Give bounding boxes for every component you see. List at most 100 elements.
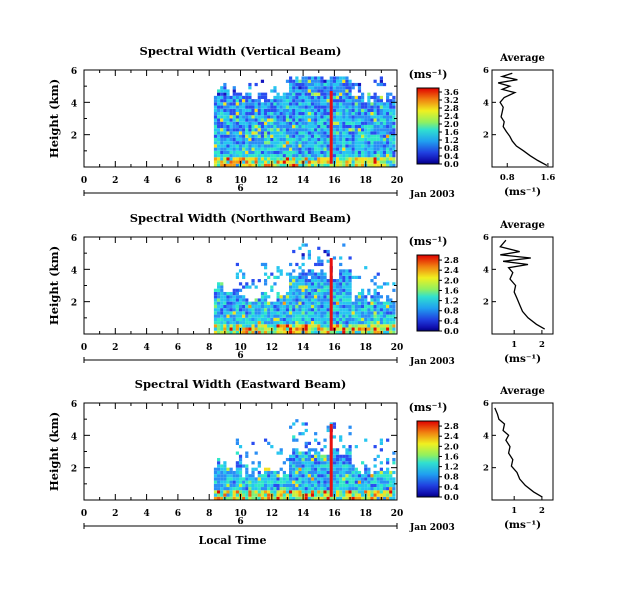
heatmap-cell <box>332 464 337 468</box>
heatmap-cell <box>310 150 315 155</box>
heatmap-cell <box>295 477 299 481</box>
heatmap-cell <box>370 115 374 119</box>
heatmap-cell <box>223 291 227 296</box>
heatmap-cell <box>376 317 380 322</box>
heatmap-cell <box>310 157 315 161</box>
heatmap-cell <box>314 134 318 138</box>
heatmap-cell <box>226 308 230 312</box>
heatmap-cell <box>314 118 318 122</box>
heatmap-cell <box>223 144 227 148</box>
heatmap-cell <box>364 301 368 305</box>
heatmap-cell <box>392 461 396 465</box>
heatmap-cell <box>301 89 305 93</box>
heatmap-cell <box>295 291 299 296</box>
heatmap-cell <box>342 445 346 449</box>
heatmap-cell <box>348 272 352 276</box>
heatmap-cell <box>289 317 293 322</box>
heatmap-cell <box>389 144 393 148</box>
heatmap-cell <box>273 157 277 161</box>
heatmap-cell <box>276 477 280 481</box>
heatmap-cell <box>260 157 265 161</box>
heatmap-cell <box>251 121 255 125</box>
heatmap-cell <box>242 154 246 158</box>
heatmap-cell <box>379 474 383 478</box>
heatmap-cell <box>273 144 277 148</box>
heatmap-cell <box>376 150 380 155</box>
heatmap-cell <box>304 301 308 305</box>
heatmap-cell <box>389 102 393 106</box>
heatmap-cell <box>339 137 343 142</box>
heatmap-cell <box>389 108 393 112</box>
heatmap-cell <box>332 448 337 452</box>
heatmap-cell <box>310 92 315 96</box>
heatmap-cell <box>335 99 340 103</box>
heatmap-cell <box>329 330 333 334</box>
heatmap-cell <box>229 131 233 135</box>
heatmap-cell <box>332 89 337 93</box>
heatmap-cell <box>270 99 274 103</box>
heatmap-cell <box>367 327 371 331</box>
x-tick-label: 4 <box>143 509 149 519</box>
heatmap-cell <box>370 102 374 106</box>
heatmap-cell <box>292 483 296 488</box>
heatmap-cell <box>354 474 358 478</box>
heatmap-cell <box>364 154 368 158</box>
heatmap-cell <box>323 89 327 93</box>
heatmap-cell <box>339 470 343 475</box>
heatmap-cell <box>386 496 390 500</box>
heatmap-cell <box>251 490 255 494</box>
heatmap-cell <box>301 256 305 260</box>
heatmap-cell <box>332 92 337 96</box>
heatmap-cell <box>314 493 318 497</box>
heatmap-cell <box>223 160 227 164</box>
heatmap-cell <box>345 95 349 100</box>
heatmap-cell <box>332 134 337 138</box>
heatmap-cell <box>295 115 299 119</box>
heatmap-cell <box>245 99 249 103</box>
heatmap-cell <box>367 99 371 103</box>
heatmap-cell <box>367 317 371 322</box>
heatmap-cell <box>386 457 390 462</box>
heatmap-cell <box>339 118 343 122</box>
heatmap-cell <box>342 496 346 500</box>
heatmap-cell <box>263 262 268 267</box>
heatmap-cell <box>326 330 330 334</box>
heatmap-cell <box>235 441 240 445</box>
heatmap-cell <box>254 308 258 312</box>
heatmap-cell <box>332 291 337 296</box>
heatmap-cell <box>323 160 327 164</box>
heatmap-cell <box>235 105 240 109</box>
heatmap-cell <box>295 419 299 423</box>
heatmap-cell <box>351 321 355 325</box>
heatmap-cell <box>279 324 283 328</box>
heatmap-cell <box>292 291 296 296</box>
heatmap-cell <box>276 483 280 488</box>
heatmap-cell <box>354 483 358 488</box>
heatmap-cell <box>348 102 352 106</box>
heatmap-cell <box>229 295 233 299</box>
heatmap-cell <box>326 137 330 142</box>
heatmap-cell <box>226 496 230 500</box>
heatmap-cell <box>382 304 387 309</box>
heatmap-cell <box>276 490 280 494</box>
heatmap-cell <box>379 121 383 125</box>
heatmap-cell <box>373 137 377 142</box>
colorbar-tick-label: 1.6 <box>444 452 459 462</box>
heatmap-cell <box>339 144 343 148</box>
heatmap-cell <box>292 108 296 112</box>
heatmap-cell <box>295 464 299 468</box>
heatmap-cell <box>304 324 308 328</box>
heatmap-cell <box>382 470 387 475</box>
heatmap-cell <box>304 483 308 488</box>
heatmap-cell <box>307 134 311 138</box>
heatmap-cell <box>245 487 249 491</box>
heatmap-cell <box>335 144 340 148</box>
heatmap-cell <box>229 490 233 494</box>
heatmap-cell <box>364 314 368 318</box>
heatmap-cell <box>376 330 380 334</box>
heatmap-cell <box>304 272 308 276</box>
heatmap-cell <box>295 124 299 129</box>
heatmap-cell <box>304 92 308 96</box>
heatmap-cell <box>289 291 293 296</box>
heatmap-cell <box>279 496 283 500</box>
